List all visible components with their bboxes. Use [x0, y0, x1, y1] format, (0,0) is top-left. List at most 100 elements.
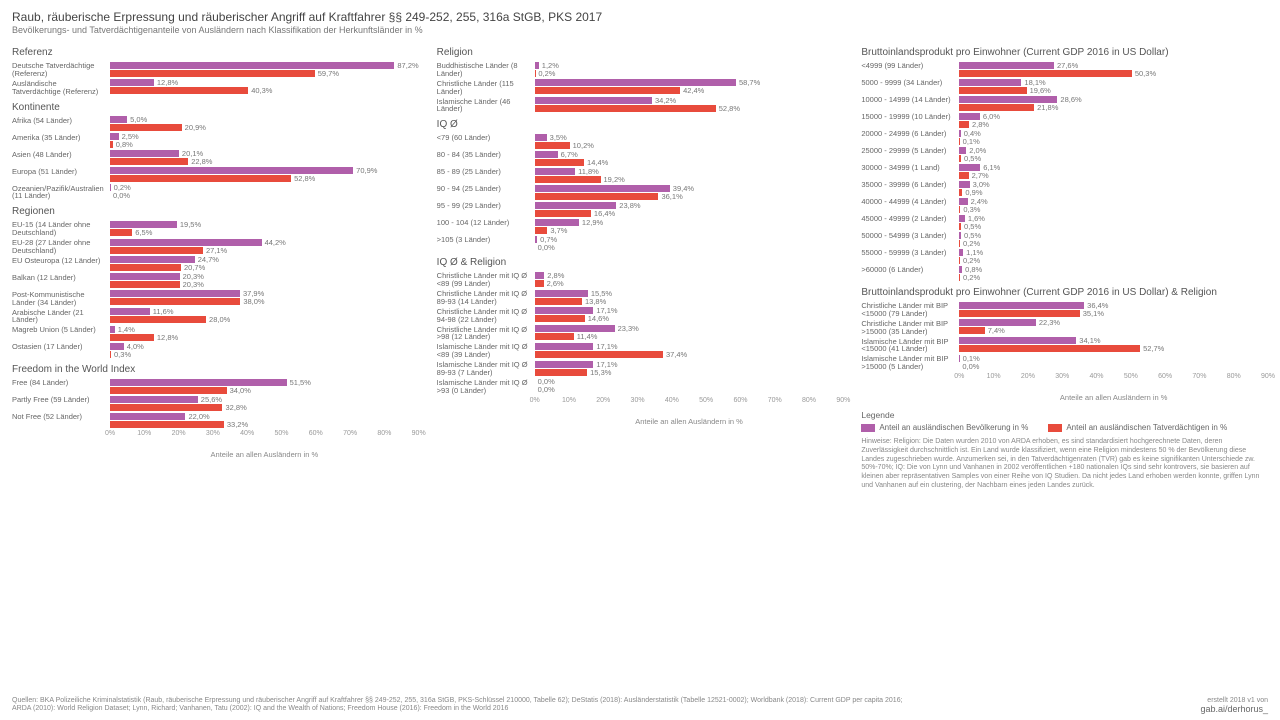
chart-row: 25000 - 29999 (5 Länder)2,0%0,5%: [861, 146, 1268, 162]
row-label: Deutsche Tatverdächtige (Referenz): [12, 61, 110, 78]
bar-value: 27,6%: [1057, 61, 1078, 70]
population-bar: [110, 221, 177, 228]
row-label: <79 (60 Länder): [437, 133, 535, 142]
suspect-bar: [535, 87, 680, 94]
chart-row: Europa (51 Länder) 70,9% 52,8%: [12, 167, 419, 183]
population-bar: [110, 326, 115, 333]
legend: LegendeAnteil an ausländischen Bevölkeru…: [861, 410, 1268, 432]
suspect-bar: [959, 189, 962, 196]
row-label: 35000 - 39999 (6 Länder): [861, 180, 959, 189]
suspect-bar: [959, 345, 1140, 352]
row-label: EU-28 (27 Länder ohne Deutschland): [12, 238, 110, 255]
suspect-bar: [110, 124, 182, 131]
row-label: 90 - 94 (25 Länder): [437, 184, 535, 193]
suspect-bar: [959, 310, 1079, 317]
suspect-bar: [535, 315, 585, 322]
chart-row: Not Free (52 Länder)22,0%33,2%: [12, 412, 419, 428]
section-title: Regionen: [12, 206, 419, 217]
row-label: >105 (3 Länder): [437, 235, 535, 244]
bar-value: 28,0%: [209, 315, 230, 324]
row-label: Magreb Union (5 Länder): [12, 325, 110, 334]
suspect-bar: [110, 175, 291, 182]
chart-row: Islamische Länder (46 Länder)34,2%52,8%: [437, 97, 844, 114]
row-label: Christliche Länder mit IQ Ø <89 (99 Länd…: [437, 271, 535, 288]
chart-row: >60000 (6 Länder)0,8%0,2%: [861, 265, 1268, 281]
bar-value: 37,4%: [666, 350, 687, 359]
population-bar: [535, 343, 594, 350]
section-title: Bruttoinlandsprodukt pro Einwohner (Curr…: [861, 47, 1268, 58]
bar-value: 35,1%: [1083, 309, 1104, 318]
bar-value: 0,1%: [963, 137, 980, 146]
chart-row: 35000 - 39999 (6 Länder)3,0%0,9%: [861, 180, 1268, 196]
bar-value: 2,8%: [972, 120, 989, 129]
bar-value: 0,5%: [964, 154, 981, 163]
suspect-bar: [535, 70, 536, 77]
bar-value: 1,4%: [118, 325, 135, 334]
bar-value: 0,3%: [963, 205, 980, 214]
chart-row: Islamische Länder mit IQ Ø >93 (0 Länder…: [437, 378, 844, 395]
population-bar: [110, 256, 195, 263]
bar-value: 70,9%: [356, 166, 377, 175]
row-label: Christliche Länder (115 Länder): [437, 79, 535, 96]
bar-value: 59,7%: [318, 69, 339, 78]
suspect-bar: [110, 70, 315, 77]
population-bar: [535, 361, 594, 368]
suspect-bar: [959, 206, 960, 213]
bar-value: 2,6%: [547, 279, 564, 288]
chart-row: 95 - 99 (29 Länder)23,8%16,4%: [437, 201, 844, 217]
row-label: 95 - 99 (29 Länder): [437, 201, 535, 210]
bar-value: 0,0%: [538, 243, 555, 252]
population-bar: [110, 116, 127, 123]
population-bar: [959, 302, 1084, 309]
bar-value: 0,3%: [114, 350, 131, 359]
row-label: Islamische Länder mit IQ Ø <89 (39 Lände…: [437, 342, 535, 359]
chart-row: Islamische Länder mit BIP >15000 (5 Länd…: [861, 354, 1268, 371]
bar-value: 5,0%: [130, 115, 147, 124]
chart-row: 45000 - 49999 (2 Länder)1,6%0,5%: [861, 214, 1268, 230]
legend-item: Anteil an ausländischen Tatverdächtigen …: [1048, 423, 1227, 432]
suspect-bar: [110, 247, 203, 254]
chart-row: 40000 - 44999 (4 Länder)2,4%0,3%: [861, 197, 1268, 213]
bar-value: 22,8%: [191, 157, 212, 166]
bar-value: 0,0%: [962, 362, 979, 371]
bar-value: 0,8%: [116, 140, 133, 149]
row-label: 80 - 84 (35 Länder): [437, 150, 535, 159]
chart-row: Christliche Länder mit IQ Ø 94-98 (22 Lä…: [437, 307, 844, 324]
row-label: 25000 - 29999 (5 Länder): [861, 146, 959, 155]
suspect-bar: [110, 158, 188, 165]
bar-value: 50,3%: [1135, 69, 1156, 78]
population-bar: [535, 236, 537, 243]
bar-value: 52,8%: [294, 174, 315, 183]
chart-row: 55000 - 59999 (3 Länder)1,1%0,2%: [861, 248, 1268, 264]
chart-row: Ozeanien/Pazifik/Australien (11 Länder)0…: [12, 184, 419, 201]
row-label: Balkan (12 Länder): [12, 273, 110, 282]
population-bar: [959, 164, 980, 171]
row-label: <4999 (99 Länder): [861, 61, 959, 70]
bar-value: 22,3%: [1039, 318, 1060, 327]
x-axis: 0%10%20%30%40%50%60%70%80%90%: [110, 430, 419, 440]
chart-row: 20000 - 24999 (6 Länder)0,4%0,1%: [861, 129, 1268, 145]
suspect-bar: [535, 280, 544, 287]
bar-value: 40,3%: [251, 86, 272, 95]
chart-row: 80 - 84 (35 Länder)6,7%14,4%: [437, 150, 844, 166]
bar-value: 25,6%: [201, 395, 222, 404]
row-label: Christliche Länder mit BIP >15000 (35 Lä…: [861, 319, 959, 336]
population-bar: [535, 134, 547, 141]
bar-value: 0,2%: [963, 256, 980, 265]
bar-value: 7,4%: [988, 326, 1005, 335]
bar-value: 87,2%: [397, 61, 418, 70]
row-label: 40000 - 44999 (4 Länder): [861, 197, 959, 206]
bar-value: 6,7%: [561, 150, 578, 159]
suspect-bar: [110, 87, 248, 94]
bar-value: 36,1%: [661, 192, 682, 201]
legend-swatch: [1048, 424, 1062, 432]
row-label: 45000 - 49999 (2 Länder): [861, 214, 959, 223]
row-label: Europa (51 Länder): [12, 167, 110, 176]
suspect-bar: [535, 298, 582, 305]
suspect-bar: [959, 257, 960, 264]
suspect-bar: [110, 387, 227, 394]
suspect-bar: [959, 121, 969, 128]
bar-value: 34,1%: [1079, 336, 1100, 345]
chart-row: Islamische Länder mit IQ Ø <89 (39 Lände…: [437, 342, 844, 359]
suspect-bar: [535, 142, 570, 149]
